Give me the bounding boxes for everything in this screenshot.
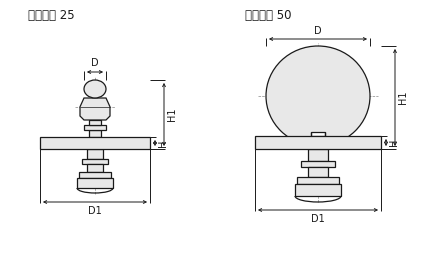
Bar xyxy=(87,149,103,159)
Text: D1: D1 xyxy=(311,214,325,223)
Polygon shape xyxy=(80,98,110,120)
Bar xyxy=(297,177,339,184)
Bar xyxy=(87,164,103,172)
Bar xyxy=(255,136,381,149)
Bar xyxy=(295,184,341,196)
Text: H: H xyxy=(389,139,399,146)
Bar xyxy=(79,172,111,178)
Bar xyxy=(82,159,108,164)
Bar xyxy=(40,137,150,149)
Text: H: H xyxy=(158,139,168,147)
Text: D1: D1 xyxy=(88,206,102,215)
Text: H1: H1 xyxy=(398,91,408,104)
Ellipse shape xyxy=(266,46,370,146)
Text: 系统尺寸 50: 系统尺寸 50 xyxy=(245,9,292,22)
Text: H1: H1 xyxy=(167,108,177,121)
Bar xyxy=(308,149,328,161)
Bar xyxy=(84,125,106,130)
Text: 系统尺寸 25: 系统尺寸 25 xyxy=(28,9,75,22)
Bar xyxy=(89,120,101,125)
Bar xyxy=(308,167,328,177)
Bar xyxy=(311,132,325,136)
Bar xyxy=(89,130,101,137)
Text: D: D xyxy=(314,26,322,36)
Ellipse shape xyxy=(84,80,106,98)
Text: D: D xyxy=(91,58,99,69)
Bar xyxy=(77,178,113,188)
Bar xyxy=(301,161,335,167)
